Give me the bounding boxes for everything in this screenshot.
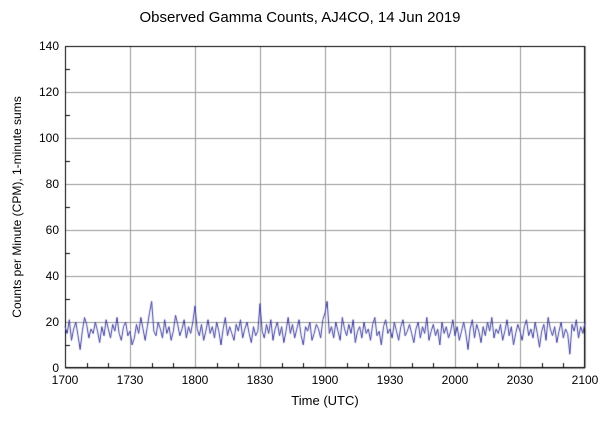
x-tick-label: 1900 [311, 373, 339, 387]
x-tick-label: 1800 [181, 373, 209, 387]
x-tick-label: 2030 [506, 373, 534, 387]
y-tick-label: 20 [45, 315, 59, 329]
x-tick-label: 1930 [376, 373, 404, 387]
y-tick-label: 80 [45, 177, 59, 191]
y-tick-label: 60 [45, 223, 59, 237]
x-tick-label: 1730 [116, 373, 144, 387]
y-tick-label: 140 [38, 39, 59, 53]
y-tick-label: 40 [45, 269, 59, 283]
x-tick-label: 1830 [246, 373, 274, 387]
x-tick-label: 2100 [571, 373, 599, 387]
y-tick-label: 120 [38, 85, 59, 99]
y-tick-label: 0 [52, 361, 59, 375]
x-axis-label: Time (UTC) [291, 393, 359, 408]
y-tick-label: 100 [38, 131, 59, 145]
chart-title: Observed Gamma Counts, AJ4CO, 14 Jun 201… [139, 9, 461, 26]
y-axis-label: Counts per Minute (CPM), 1-minute sums [10, 96, 24, 318]
x-tick-label: 2000 [441, 373, 469, 387]
x-tick-label: 1700 [51, 373, 79, 387]
